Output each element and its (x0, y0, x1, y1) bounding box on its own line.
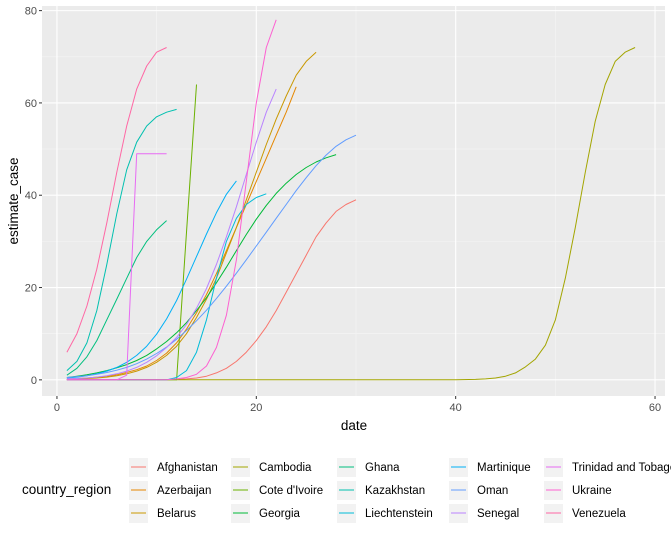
x-tick-label: 0 (54, 402, 60, 414)
x-axis: 0 20 40 60 (54, 396, 661, 414)
series-line-kazakhstan (66, 108, 177, 371)
legend-label-kazakhstan: Kazakhstan (365, 485, 425, 497)
legend-label-liechtenstein: Liechtenstein (365, 508, 433, 520)
y-tick-label: 80 (25, 6, 37, 18)
legend-label-cambodia: Cambodia (259, 462, 312, 474)
legend-label-azerbaijan: Azerbaijan (157, 485, 211, 497)
legend-label-senegal: Senegal (477, 508, 519, 520)
y-tick-label: 40 (25, 190, 37, 202)
y-tick-label: 0 (31, 375, 37, 387)
legend: country_region Afghanistan Azerbaijan Bela… (22, 458, 671, 523)
series-line-senegal (66, 88, 277, 380)
y-tick-label: 20 (25, 283, 37, 295)
legend-label-georgia: Georgia (259, 508, 301, 520)
legend-label-trinidad-and-tobago: Trinidad and Tobago (572, 462, 671, 474)
y-tick-label: 60 (25, 98, 37, 110)
grid-major (42, 6, 665, 396)
x-tick-label: 20 (250, 402, 262, 414)
legend-label-oman: Oman (477, 485, 508, 497)
legend-items: Afghanistan Azerbaijan Belarus Cambodia Cote… (129, 458, 671, 523)
series-line-venezuela (66, 47, 167, 353)
series-lines (66, 19, 636, 381)
grid-minor (42, 6, 665, 396)
x-tick-label: 40 (450, 402, 462, 414)
legend-label-venezuela: Venezuela (572, 508, 626, 520)
legend-label-ghana: Ghana (365, 462, 400, 474)
series-line-oman (66, 134, 357, 378)
legend-label-cote-d-ivoire: Cote d'Ivoire (259, 485, 323, 497)
legend-label-belarus: Belarus (157, 508, 196, 520)
y-axis: 0 20 40 60 80 (25, 6, 42, 387)
x-axis-title: date (341, 418, 367, 433)
y-axis-title: estimate_case (6, 157, 21, 244)
series-line-ukraine (66, 19, 277, 381)
legend-label-martinique: Martinique (477, 462, 531, 474)
series-line-cambodia (66, 47, 636, 381)
legend-title: country_region (22, 482, 111, 497)
legend-label-afghanistan: Afghanistan (157, 462, 218, 474)
x-tick-label: 60 (649, 402, 661, 414)
series-line-ghana (66, 220, 167, 376)
legend-label-ukraine: Ukraine (572, 485, 612, 497)
